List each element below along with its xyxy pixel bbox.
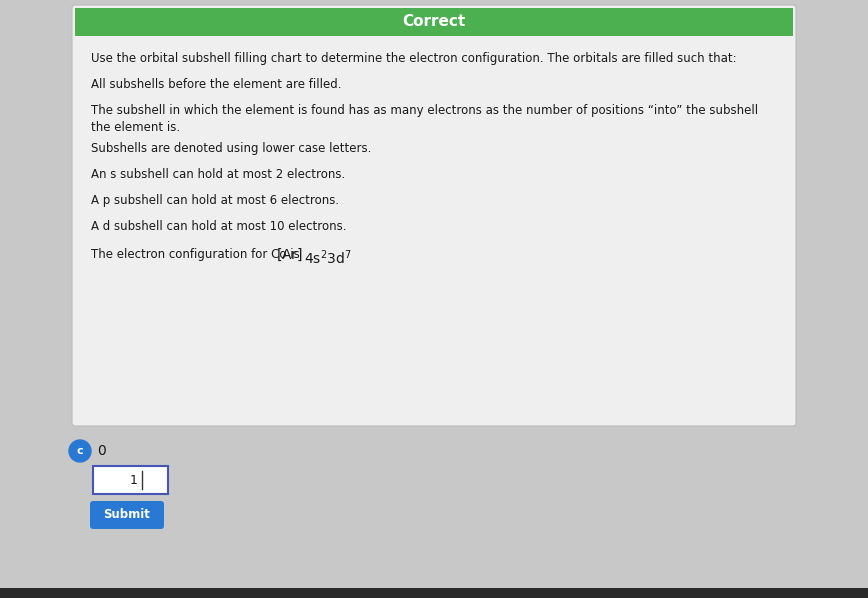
- Bar: [75, 8, 793, 36]
- Text: The subshell in which the element is found has as many electrons as the number o: The subshell in which the element is fou…: [91, 104, 758, 134]
- Text: A p subshell can hold at most 6 electrons.: A p subshell can hold at most 6 electron…: [91, 194, 339, 207]
- Bar: [93, 466, 168, 494]
- Text: $\mathrm{4s^23d^7}$: $\mathrm{4s^23d^7}$: [304, 248, 352, 267]
- Bar: [0, 588, 868, 598]
- Text: All subshells before the element are filled.: All subshells before the element are fil…: [91, 78, 341, 91]
- Text: c: c: [76, 446, 83, 456]
- Text: The electron configuration for Co is: The electron configuration for Co is: [91, 248, 304, 261]
- Circle shape: [69, 440, 91, 462]
- Text: Correct: Correct: [403, 14, 465, 29]
- FancyBboxPatch shape: [72, 5, 796, 426]
- Text: An s subshell can hold at most 2 electrons.: An s subshell can hold at most 2 electro…: [91, 168, 345, 181]
- Text: Submit: Submit: [103, 508, 150, 521]
- FancyBboxPatch shape: [90, 501, 164, 529]
- Text: Use the orbital subshell filling chart to determine the electron configuration. : Use the orbital subshell filling chart t…: [91, 52, 737, 65]
- Text: $\left[\mathrm{Ar}\right]$: $\left[\mathrm{Ar}\right]$: [276, 247, 303, 263]
- Text: A d subshell can hold at most 10 electrons.: A d subshell can hold at most 10 electro…: [91, 220, 346, 233]
- Text: 1: 1: [130, 474, 138, 487]
- Text: 0: 0: [97, 444, 106, 458]
- Text: Subshells are denoted using lower case letters.: Subshells are denoted using lower case l…: [91, 142, 372, 155]
